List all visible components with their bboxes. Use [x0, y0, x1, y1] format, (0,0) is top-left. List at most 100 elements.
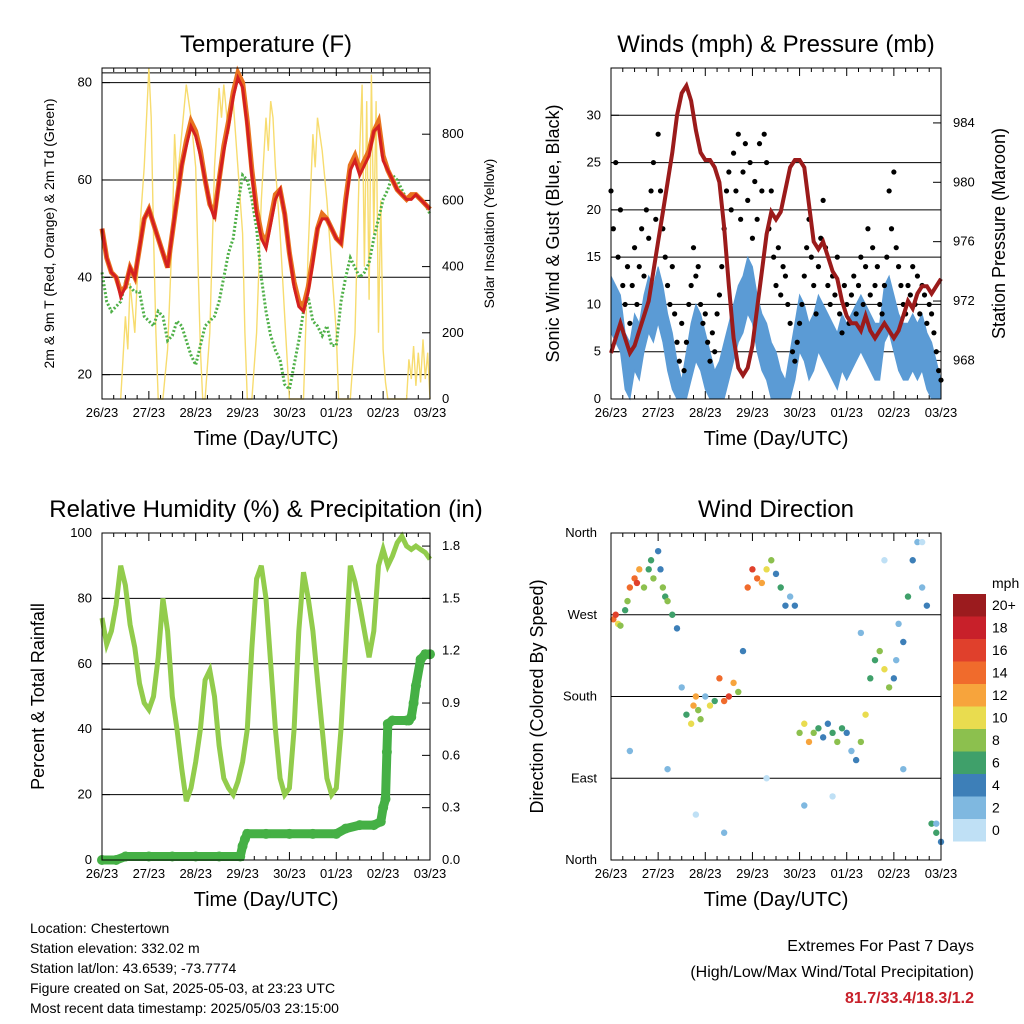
x-tick-label: 01/23 [320, 405, 353, 420]
precipitation-points [97, 649, 435, 865]
gust-point [848, 292, 855, 298]
gust-point [811, 282, 817, 289]
direction-point [640, 584, 648, 591]
direction-points [610, 538, 945, 846]
legend-title: mph [992, 575, 1019, 591]
direction-point [735, 688, 742, 696]
direction-point [782, 602, 789, 609]
gust-point [749, 235, 756, 241]
direction-point [763, 775, 770, 782]
direction-point [695, 706, 702, 714]
precipitation-point [340, 823, 351, 834]
gust-point [834, 254, 840, 260]
y-axis-label: Percent & Total Rainfall [28, 603, 48, 790]
gust-point [697, 301, 704, 308]
precipitation-point [307, 828, 318, 839]
direction-point [923, 602, 931, 609]
direction-point [895, 620, 902, 628]
direction-point [669, 611, 676, 618]
direction-point [626, 584, 634, 591]
chart-3-frame: Relative Humidity (%) & Precipitation (i… [28, 496, 483, 911]
precipitation-point [406, 711, 417, 722]
y-tick-label: 60 [78, 172, 92, 187]
gust-point [634, 301, 640, 308]
gust-point [839, 330, 845, 336]
direction-point [692, 811, 700, 818]
x-tick-label: 30/23 [783, 866, 816, 881]
gust-point [895, 264, 902, 270]
gust-point [615, 254, 621, 260]
x-tick-label: 28/23 [689, 405, 722, 420]
y-tick-label: 20 [78, 367, 92, 382]
precipitation-point [380, 793, 391, 804]
gust-point [742, 141, 748, 147]
precipitation-point [242, 828, 253, 839]
precipitation-point [375, 816, 386, 827]
legend-swatch [953, 594, 986, 617]
direction-point [881, 666, 888, 673]
direction-point [706, 702, 714, 709]
direction-point [645, 566, 652, 573]
precipitation-point [143, 851, 154, 862]
legend-swatch [953, 706, 986, 729]
y-tick-label: 15 [587, 249, 601, 264]
y-tick-label: 25 [587, 155, 601, 170]
direction-point [819, 734, 827, 741]
precipitation-point [214, 851, 225, 862]
direction-point [904, 593, 912, 600]
gust-points [608, 131, 944, 383]
legend-swatch [953, 774, 986, 797]
direction-point [914, 538, 921, 546]
x-tick-label: 26/23 [86, 866, 119, 881]
extremes-values: 81.7/33.4/18.3/1.2 [845, 990, 974, 1007]
direction-point [933, 820, 940, 827]
direction-point [720, 829, 728, 836]
gust-point [726, 169, 732, 175]
direction-point [848, 747, 855, 755]
precipitation-point [284, 828, 295, 839]
x-tick-label: 02/23 [878, 866, 911, 881]
direction-point [650, 575, 657, 582]
y2-tick-label: 1.8 [442, 538, 460, 553]
gust-point [648, 188, 654, 194]
gust-point [657, 188, 664, 194]
gust-point [716, 292, 723, 298]
station-location: Location: Chestertown [30, 920, 170, 936]
legend-label: 12 [992, 687, 1008, 703]
gust-point [756, 141, 763, 147]
legend-label: 4 [992, 777, 1000, 793]
y2-tick-label: 0 [442, 391, 449, 406]
legend-swatch [953, 684, 986, 707]
y-tick-label: North [565, 852, 597, 867]
y2-tick-label: 400 [442, 259, 464, 274]
gust-point [643, 207, 649, 213]
direction-point [829, 793, 836, 800]
precipitation-point [261, 828, 271, 839]
gust-point [730, 150, 737, 156]
gust-point [787, 320, 793, 326]
gust-point [832, 292, 838, 298]
gust-point [759, 188, 765, 194]
gust-point [688, 282, 694, 289]
legend-label: 6 [992, 755, 1000, 771]
x-tick-label: 03/23 [414, 405, 447, 420]
y-tick-label: 5 [594, 344, 601, 359]
y2-tick-label: 0.0 [442, 852, 460, 867]
gust-point [624, 264, 631, 270]
direction-point [810, 729, 817, 737]
x-tick-label: 02/23 [367, 405, 400, 420]
gust-point [761, 131, 767, 137]
y2-tick-label: 984 [953, 115, 975, 130]
direction-point [697, 716, 704, 723]
y-tick-label: 100 [70, 525, 92, 540]
direction-point [918, 584, 926, 591]
y-axis-label: 2m & 9m T (Red, Orange) & 2m Td (Green) [41, 99, 57, 369]
gust-point [667, 301, 673, 308]
direction-point [909, 557, 916, 564]
y-tick-label: West [568, 607, 598, 622]
gust-point [785, 301, 791, 308]
x-tick-label: 27/23 [642, 866, 675, 881]
direction-point [720, 697, 728, 705]
direction-point [624, 597, 631, 605]
gust-point [747, 159, 753, 166]
